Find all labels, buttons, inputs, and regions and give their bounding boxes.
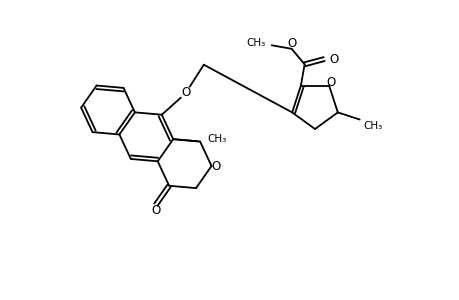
Text: CH₃: CH₃ — [246, 38, 265, 48]
Text: O: O — [181, 86, 190, 99]
Text: CH₃: CH₃ — [207, 134, 226, 144]
Text: O: O — [286, 37, 296, 50]
Text: O: O — [329, 52, 338, 66]
Text: O: O — [210, 160, 220, 172]
Text: O: O — [151, 204, 160, 217]
Text: O: O — [326, 76, 335, 89]
Text: CH₃: CH₃ — [363, 121, 382, 130]
